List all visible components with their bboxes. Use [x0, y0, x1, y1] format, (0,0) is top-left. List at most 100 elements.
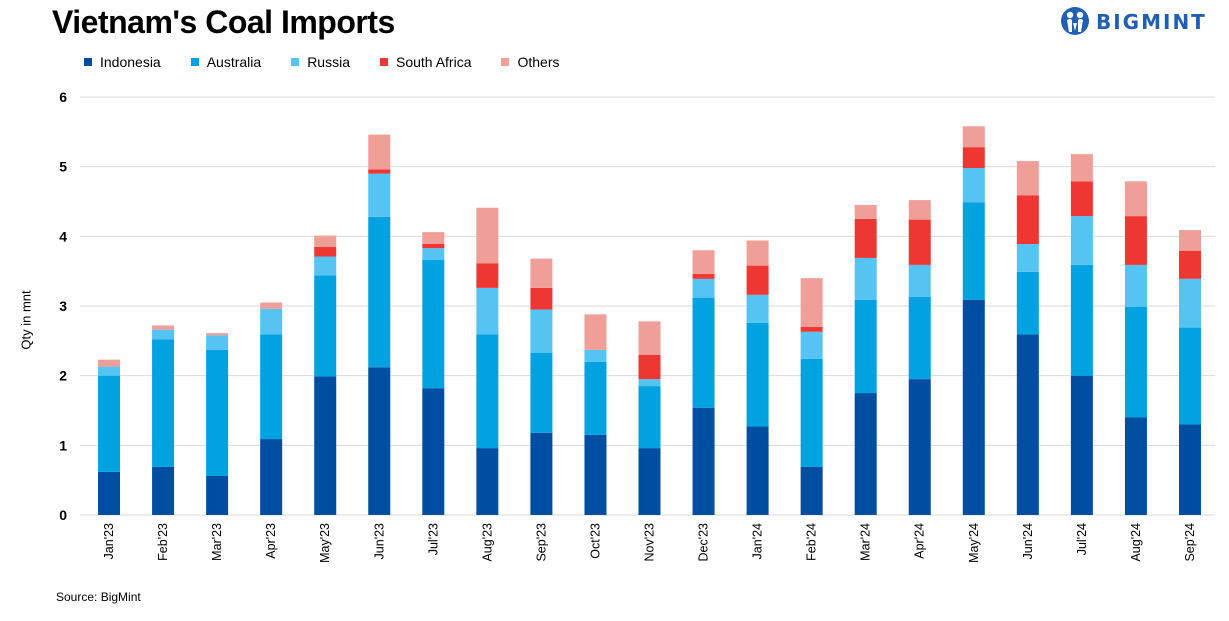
x-tick-label: Jul'23	[426, 523, 440, 555]
bar-segment-indonesia	[422, 388, 445, 515]
bar-segment-others	[800, 278, 823, 327]
legend-item: Russia	[291, 54, 350, 70]
bar-segment-indonesia	[476, 448, 499, 515]
bar-segment-indonesia	[1070, 375, 1093, 515]
x-tick-label: Jun'24	[1021, 523, 1035, 559]
bar-segment-australia	[584, 361, 607, 435]
bar-segment-russia	[746, 294, 769, 323]
bar-segment-south-africa	[1070, 181, 1093, 217]
legend-label: South Africa	[395, 54, 472, 70]
bar-segment-south-africa	[746, 265, 769, 295]
x-tick-label: Dec'23	[697, 523, 711, 562]
x-tick-label: Jul'24	[1075, 523, 1089, 555]
bar-segment-australia	[1016, 271, 1039, 335]
bar-segment-australia	[692, 297, 715, 408]
bar-segment-others	[746, 240, 769, 266]
bars	[98, 126, 1201, 515]
x-tick-label: Apr'23	[264, 523, 278, 559]
bar-stack	[98, 359, 121, 515]
bar-stack	[962, 126, 985, 515]
bar-segment-others	[1124, 181, 1147, 217]
bar-segment-australia	[1124, 306, 1147, 418]
x-tick-label: Sep'24	[1183, 523, 1197, 562]
x-tick-label: Mar'24	[859, 523, 873, 561]
bar-segment-indonesia	[584, 434, 607, 515]
x-tick-label: Jun'23	[372, 523, 386, 559]
y-tick-label: 5	[59, 159, 67, 175]
legend-swatch	[84, 58, 92, 66]
bar-segment-south-africa	[476, 263, 499, 288]
legend-item: Indonesia	[84, 54, 161, 70]
legend-label: Australia	[206, 54, 262, 70]
bar-segment-australia	[206, 349, 229, 476]
bar-segment-indonesia	[962, 299, 985, 515]
chart-title: Vietnam's Coal Imports	[52, 4, 395, 40]
bar-segment-indonesia	[638, 448, 661, 515]
bar-segment-others	[206, 333, 229, 336]
bar-segment-south-africa	[1178, 250, 1201, 279]
brand-logo: BIGMINT	[1060, 4, 1207, 40]
legend-item: Others	[501, 54, 560, 70]
bar-stack	[584, 314, 607, 515]
y-tick-label: 6	[59, 89, 67, 105]
bar-segment-russia	[1124, 264, 1147, 307]
bar-segment-others	[368, 134, 391, 170]
bar-segment-russia	[638, 379, 661, 387]
bar-segment-others	[530, 258, 553, 288]
bar-stack	[260, 302, 283, 515]
bar-stack	[476, 207, 499, 515]
bar-segment-russia	[584, 349, 607, 362]
bar-segment-south-africa	[530, 287, 553, 310]
bar-segment-australia	[1070, 264, 1093, 376]
bar-segment-russia	[314, 256, 337, 276]
bar-segment-indonesia	[692, 407, 715, 515]
x-axis-ticks: Jan'23 Feb'23 Mar'23 Apr'23 May'23 Jun'23 Jul'…	[102, 523, 1197, 563]
bar-segment-others	[692, 250, 715, 274]
legend-label: Others	[517, 54, 560, 70]
bar-segment-russia	[962, 168, 985, 203]
bar-segment-south-africa	[422, 243, 445, 249]
bar-segment-russia	[476, 287, 499, 335]
bar-segment-others	[854, 204, 877, 219]
bar-segment-south-africa	[854, 218, 877, 258]
bar-segment-indonesia	[854, 393, 877, 515]
bar-segment-indonesia	[368, 367, 391, 515]
bar-segment-russia	[800, 331, 823, 359]
bar-segment-south-africa	[692, 273, 715, 279]
bar-segment-others	[638, 321, 661, 355]
legend-label: Indonesia	[100, 54, 161, 70]
source-note: Source: BigMint	[56, 590, 141, 604]
bar-segment-australia	[854, 299, 877, 394]
bar-stack	[314, 235, 337, 515]
bar-segment-south-africa	[638, 354, 661, 380]
bar-segment-others	[1178, 230, 1201, 251]
bar-segment-russia	[1070, 216, 1093, 265]
bar-segment-south-africa	[962, 147, 985, 169]
legend-swatch	[379, 58, 388, 66]
bar-segment-indonesia	[908, 379, 931, 515]
bar-segment-australia	[1178, 327, 1201, 425]
bar-segment-indonesia	[1124, 417, 1147, 515]
bar-segment-south-africa	[1124, 216, 1147, 265]
legend-label: Russia	[307, 54, 350, 70]
x-tick-label: Sep'23	[534, 523, 548, 562]
legend-item: South Africa	[379, 54, 472, 70]
bar-segment-australia	[638, 386, 661, 449]
bar-stack	[206, 333, 229, 515]
bar-segment-australia	[98, 375, 121, 472]
bar-segment-russia	[152, 329, 175, 340]
bar-stack	[368, 134, 391, 515]
y-tick-label: 4	[59, 228, 67, 244]
bar-stack	[854, 204, 877, 515]
x-tick-label: Feb'23	[156, 523, 170, 561]
bar-segment-russia	[854, 257, 877, 300]
bar-segment-australia	[422, 260, 445, 389]
bar-segment-australia	[260, 334, 283, 440]
bar-stack	[422, 232, 445, 515]
bar-stack	[638, 321, 661, 515]
bar-stack	[530, 258, 553, 515]
x-tick-label: Mar'23	[210, 523, 224, 561]
x-tick-label: May'23	[318, 523, 332, 563]
bar-segment-others	[908, 200, 931, 220]
